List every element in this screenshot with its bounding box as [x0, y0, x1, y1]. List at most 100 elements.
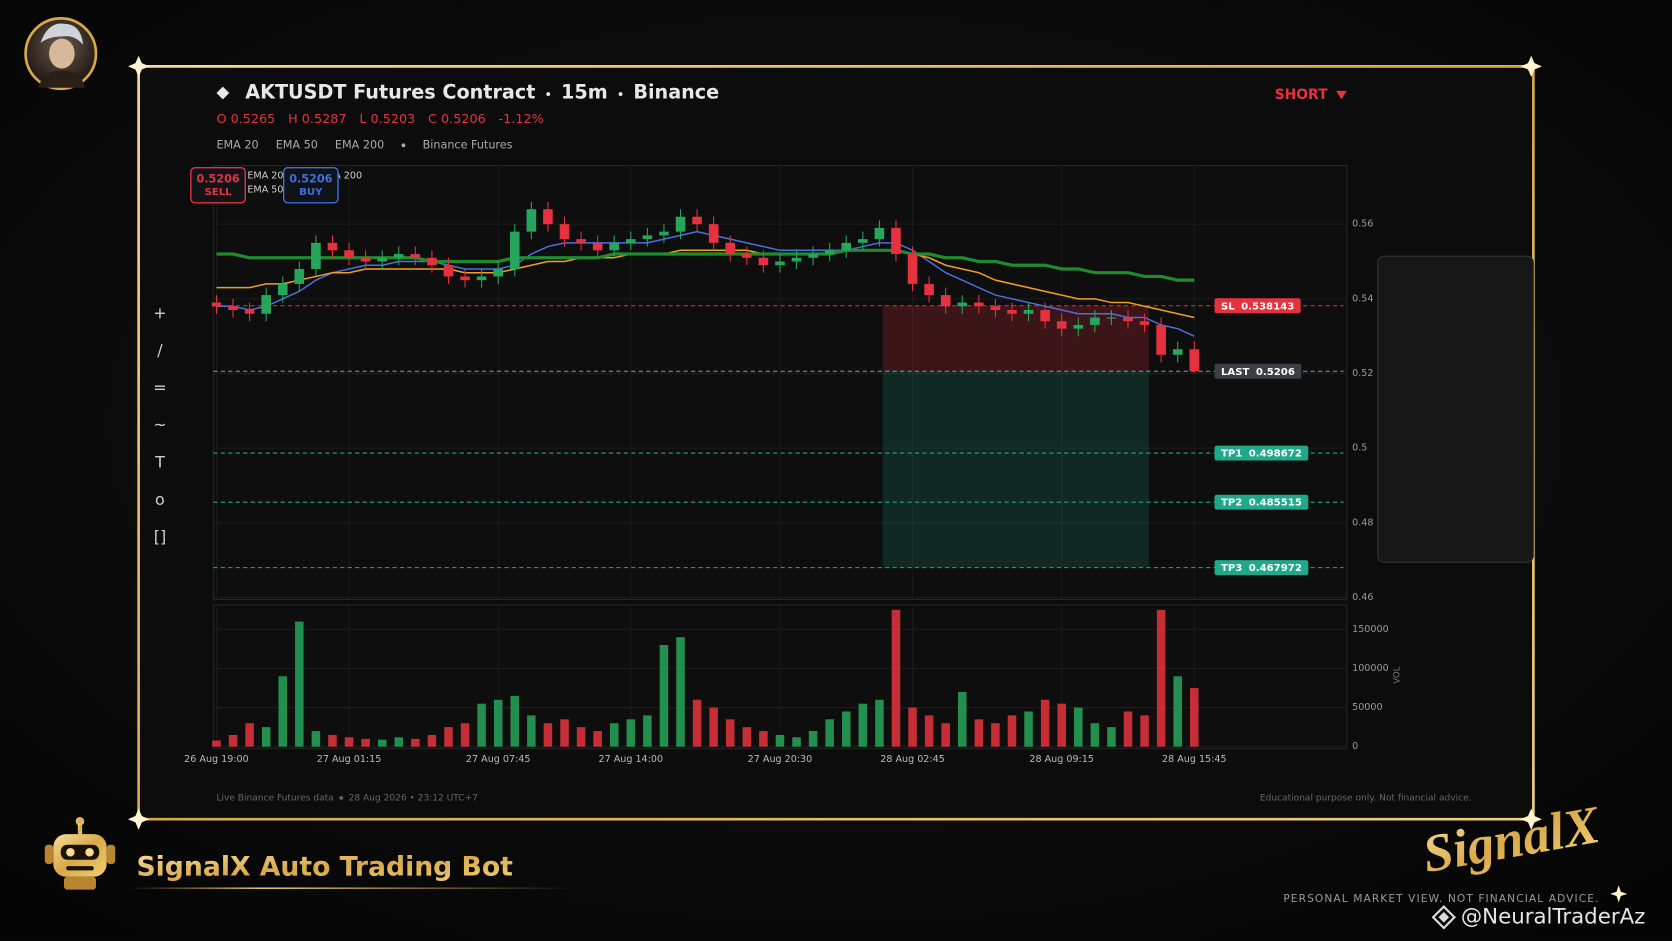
volume-bar — [543, 723, 553, 747]
volume-tick-label: 150000 — [1352, 624, 1389, 635]
volume-bar — [377, 739, 387, 747]
candle-body — [891, 227, 901, 255]
level-name: TP1 — [1221, 449, 1242, 460]
separator — [339, 795, 344, 800]
level-name: LAST — [1221, 367, 1250, 378]
candle-body — [758, 257, 769, 266]
signal-box[interactable] — [190, 166, 246, 204]
volume-bar — [411, 738, 420, 747]
y-tick-label: 0.52 — [1352, 368, 1373, 379]
candle-body — [592, 242, 603, 251]
bot-icon — [44, 817, 116, 890]
candle-body — [576, 239, 586, 243]
tool-button[interactable]: o — [155, 490, 165, 509]
separator — [546, 92, 551, 97]
tool-button[interactable]: ~ — [153, 415, 166, 434]
volume-bar — [328, 734, 337, 747]
volume-tick-label: 0 — [1352, 741, 1358, 752]
tool-button[interactable]: [] — [154, 527, 166, 546]
candle-body — [228, 306, 238, 311]
ema-line — [216, 230, 1195, 337]
level-value: 0.467972 — [1249, 563, 1302, 574]
candle-body — [642, 235, 653, 240]
legend-entry: EMA 50 — [247, 185, 283, 196]
volume-bar — [1190, 688, 1199, 747]
tool-button[interactable]: + — [153, 303, 166, 322]
level-value: 0.485515 — [1249, 498, 1302, 509]
candle-body — [294, 268, 305, 284]
volume-bar — [991, 723, 1000, 747]
footer-timestamp: 28 Aug 2026 • 23:12 UTC+7 — [349, 793, 478, 803]
volume-axis-label: VOL — [1392, 666, 1402, 683]
volume-bar — [825, 719, 834, 747]
candle-body — [841, 242, 852, 251]
divider — [127, 887, 576, 890]
volume-tick-label: 100000 — [1352, 663, 1389, 674]
candle-body — [824, 250, 835, 255]
candle-body — [543, 209, 553, 225]
volume-bar — [228, 734, 238, 747]
candle-body — [344, 250, 354, 258]
side-arrow[interactable] — [1336, 90, 1347, 100]
candle-body — [907, 254, 918, 284]
candle-body — [659, 231, 669, 236]
volume-bar — [1074, 707, 1083, 747]
candle-body — [261, 295, 271, 314]
volume-bar — [609, 723, 619, 747]
candle-body — [725, 242, 736, 255]
side-toggle[interactable]: SHORT — [1275, 87, 1328, 103]
volume-bar — [792, 737, 801, 747]
volume-bar — [560, 719, 569, 747]
candle-body — [360, 257, 371, 262]
level-name: TP2 — [1221, 498, 1242, 509]
tool-button[interactable]: = — [153, 378, 166, 397]
tool-button[interactable]: T — [154, 453, 165, 472]
level-label-box — [1214, 560, 1309, 576]
x-tick-label: 28 Aug 02:45 — [880, 754, 945, 765]
candle-body — [377, 257, 387, 262]
candle-body — [708, 224, 719, 243]
tagline: PERSONAL MARKET VIEW. NOT FINANCIAL ADVI… — [1283, 892, 1599, 905]
candle-body — [957, 302, 968, 307]
candle-body — [858, 239, 868, 243]
candle-body — [277, 283, 288, 296]
candle-body — [808, 254, 818, 258]
separator — [401, 143, 406, 148]
separator — [618, 92, 623, 97]
volume-bar — [493, 699, 503, 747]
footer-source: Live Binance Futures data — [216, 793, 333, 803]
volume-bar — [278, 676, 288, 747]
candle-body — [742, 254, 752, 258]
candle-body — [476, 276, 487, 281]
source-label: Binance Futures — [423, 138, 513, 151]
y-tick-label: 0.46 — [1352, 592, 1373, 603]
volume-bar — [576, 727, 586, 747]
volume-bar — [858, 703, 868, 747]
volume-bar — [891, 609, 901, 747]
volume-bar — [808, 731, 818, 747]
volume-bar — [344, 737, 354, 747]
candle-body — [211, 302, 222, 307]
signal-box[interactable] — [282, 166, 339, 204]
candle-body — [1090, 317, 1100, 325]
volume-bar — [427, 734, 437, 747]
candle-body — [940, 295, 951, 307]
candle-body — [460, 276, 470, 281]
volume-bar — [841, 711, 851, 747]
volume-bar — [1140, 715, 1149, 747]
candle-body — [609, 242, 620, 251]
volume-bar — [1156, 609, 1166, 747]
legend-entry: EMA 200 — [320, 171, 362, 182]
x-tick-label: 28 Aug 09:15 — [1029, 754, 1094, 765]
volume-bar — [875, 699, 884, 747]
candle-body — [974, 302, 984, 307]
exchange: Binance — [633, 81, 719, 104]
volume-bar — [957, 691, 967, 747]
tool-button[interactable]: / — [157, 341, 163, 360]
candle-body — [311, 242, 321, 269]
candle-body — [427, 257, 437, 266]
signal-price: 0.5206 — [289, 172, 332, 185]
signal-label: SELL — [205, 187, 233, 198]
candle-body — [327, 242, 338, 251]
